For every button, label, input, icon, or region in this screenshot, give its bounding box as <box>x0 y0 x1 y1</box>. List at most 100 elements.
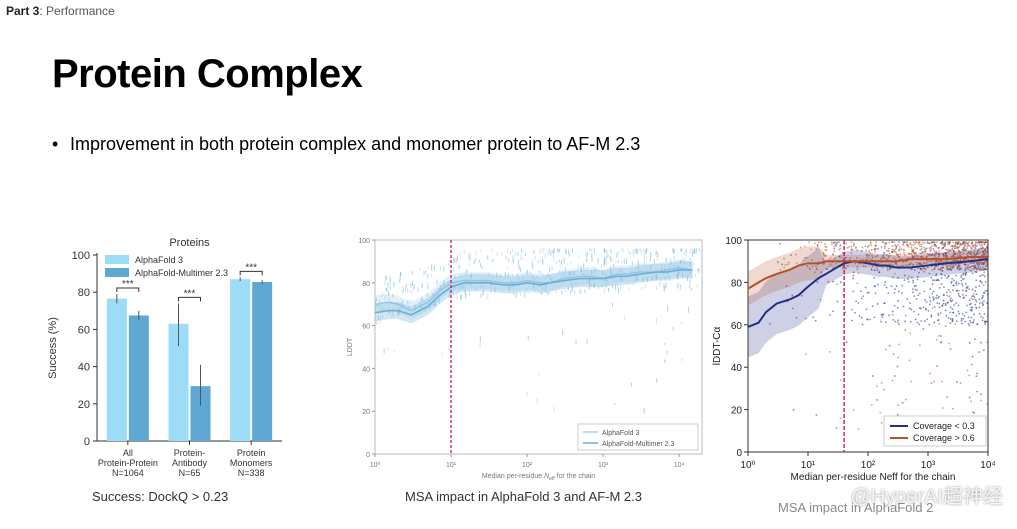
data-point <box>986 315 989 317</box>
data-point <box>964 320 967 323</box>
data-point <box>828 265 831 268</box>
data-point <box>413 286 415 291</box>
data-point <box>443 280 445 285</box>
data-point <box>979 280 982 283</box>
data-point <box>924 268 927 271</box>
data-point <box>547 291 549 296</box>
data-point <box>932 290 935 293</box>
data-point <box>909 302 912 305</box>
data-point <box>833 257 836 260</box>
data-point <box>929 242 931 245</box>
data-point <box>912 249 915 252</box>
data-point <box>965 290 968 293</box>
data-point <box>980 393 982 396</box>
data-point <box>835 427 838 429</box>
data-point <box>929 303 931 306</box>
data-point <box>602 271 604 275</box>
data-point <box>672 248 674 252</box>
data-point <box>687 275 689 282</box>
data-point <box>665 257 667 263</box>
data-point <box>792 307 794 310</box>
data-point <box>952 241 955 244</box>
data-point <box>891 310 894 313</box>
data-point <box>958 255 961 257</box>
data-point <box>955 314 958 317</box>
y-tick-label: 20 <box>78 399 90 411</box>
data-point <box>539 259 541 263</box>
data-point <box>835 244 837 247</box>
data-point <box>930 245 933 248</box>
data-point <box>681 357 683 362</box>
data-point <box>519 265 521 269</box>
data-point <box>431 264 433 271</box>
data-point <box>910 308 913 311</box>
data-point <box>974 271 977 273</box>
data-point <box>400 302 402 305</box>
data-point <box>935 338 938 341</box>
data-point <box>962 277 965 280</box>
data-point <box>860 290 862 293</box>
data-point <box>480 293 482 298</box>
bar-af3 <box>230 279 251 441</box>
data-point <box>679 284 681 290</box>
data-point <box>516 282 518 286</box>
data-point <box>451 286 453 291</box>
data-point <box>934 245 936 247</box>
data-point <box>916 278 919 281</box>
msa-af2-chart: 0 20 40 60 80 100 lDDT-Cα 10⁰ 10¹ 10² 10³ 10⁴ Median… <box>712 236 996 483</box>
data-point <box>970 269 972 272</box>
data-point <box>452 290 454 296</box>
data-point <box>941 267 944 269</box>
data-point <box>496 251 498 256</box>
data-point <box>978 312 981 315</box>
data-point <box>383 306 385 311</box>
data-point <box>946 277 948 279</box>
data-point <box>555 260 557 264</box>
data-point <box>591 270 593 275</box>
data-point <box>905 243 908 246</box>
data-point <box>839 244 842 247</box>
data-point <box>588 280 590 287</box>
data-point <box>516 273 518 277</box>
data-point <box>897 249 900 252</box>
data-point <box>578 254 580 258</box>
data-point <box>588 286 590 290</box>
data-point <box>844 256 846 259</box>
data-point <box>480 249 482 253</box>
data-point <box>917 242 920 245</box>
x-tick-label: Protein-Protein <box>98 458 158 468</box>
data-point <box>870 403 873 406</box>
data-point <box>871 256 874 259</box>
data-point <box>981 294 984 297</box>
x-tick-label: All <box>123 448 133 458</box>
data-point <box>529 271 531 275</box>
data-point <box>852 245 855 247</box>
data-point <box>852 274 855 277</box>
data-point <box>958 268 961 271</box>
data-point <box>820 241 823 244</box>
data-point <box>556 248 558 253</box>
data-point <box>439 288 441 292</box>
data-point <box>971 295 974 298</box>
data-point <box>971 306 973 309</box>
data-point <box>962 273 965 276</box>
data-point <box>569 271 571 275</box>
data-point <box>891 248 894 251</box>
data-point <box>882 253 885 255</box>
data-point <box>832 245 835 248</box>
data-point <box>795 262 798 264</box>
data-point <box>883 245 886 248</box>
data-point <box>941 407 944 409</box>
data-point <box>583 272 585 276</box>
data-point <box>492 258 494 262</box>
data-point <box>835 262 837 265</box>
data-point <box>665 282 667 289</box>
data-point <box>897 256 900 258</box>
data-point <box>983 300 985 303</box>
data-point <box>512 255 514 258</box>
y-tick-label: 100 <box>358 238 370 245</box>
data-point <box>400 272 402 276</box>
data-point <box>850 245 853 248</box>
x-tick-label: Protein <box>237 448 266 458</box>
data-point <box>985 268 988 271</box>
